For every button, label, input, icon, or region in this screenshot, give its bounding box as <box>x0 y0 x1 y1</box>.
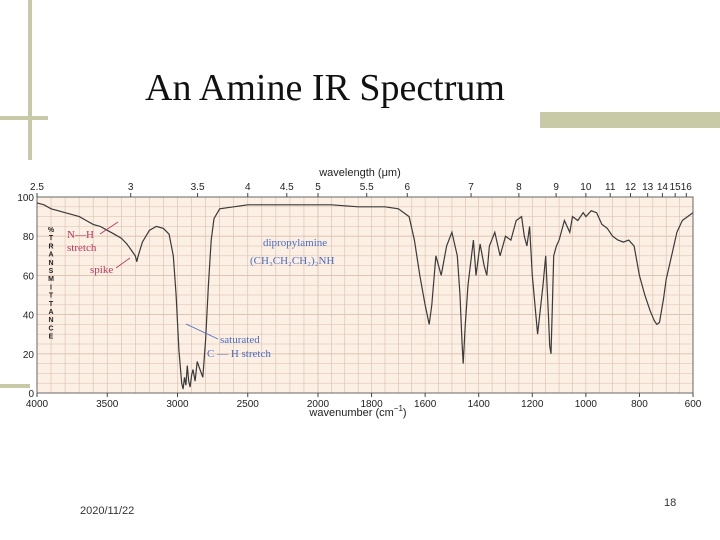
x-tick-label: 1200 <box>521 399 544 410</box>
y-tick-label: 20 <box>23 350 35 361</box>
y-axis-label-char: T <box>49 301 54 308</box>
y-tick-label: 60 <box>23 271 35 282</box>
top-tick-label: 14 <box>657 182 669 193</box>
spectrum-line <box>36 202 694 390</box>
top-tick-label: 10 <box>580 182 592 193</box>
x-tick-label: 1400 <box>468 399 491 410</box>
nh-stretch-label-line2: stretch <box>67 242 97 254</box>
y-axis-label-char: T <box>49 293 54 300</box>
x-tick-label: 2500 <box>237 399 260 410</box>
top-tick-label: 2.5 <box>30 182 44 193</box>
y-axis-label-char: % <box>48 227 55 234</box>
grid <box>36 196 694 394</box>
x-tick-label: 1800 <box>360 399 383 410</box>
x-axis-label: wavenumber (cm−1) <box>308 404 406 419</box>
y-tick-label: 80 <box>23 232 35 243</box>
y-axis-label-char: N <box>48 317 53 324</box>
nh-stretch-pointer <box>99 221 119 235</box>
x-tick-label: 600 <box>685 399 702 410</box>
ch-stretch-label-line1: saturated <box>220 334 260 346</box>
axis-ticks: 4000 3500 3000 2500 2000 1800 1600 1400 1200 1000… <box>17 182 701 410</box>
top-right-divider <box>540 112 720 128</box>
top-axis-label: wavelength (μm) <box>318 167 401 179</box>
top-tick-label: 6 <box>405 182 411 193</box>
top-tick-label: 4 <box>245 182 251 193</box>
x-tick-label: 4000 <box>26 399 49 410</box>
spike-pointer <box>115 257 131 269</box>
top-tick-label: 11 <box>605 182 616 193</box>
top-tick-label: 13 <box>642 182 654 193</box>
top-tick-label: 5.5 <box>360 182 374 193</box>
y-axis-label-char: R <box>48 243 53 250</box>
y-axis-label-char: S <box>49 268 54 275</box>
top-tick-label: 3.5 <box>191 182 205 193</box>
y-axis-label-char: A <box>48 252 53 259</box>
ch-stretch-pointer <box>185 323 219 340</box>
spike-label: spike <box>90 264 113 276</box>
top-tick-label: 12 <box>625 182 637 193</box>
y-axis-label-char: T <box>49 235 54 242</box>
y-axis-label-char: C <box>48 325 53 332</box>
nh-stretch-label-line1: N—H <box>67 229 94 241</box>
compound-formula-label: (CH₃CH₂CH₂)₂NH <box>250 255 334 267</box>
compound-name-label: dipropylamine <box>263 237 327 249</box>
left-lower-bar <box>0 384 30 388</box>
y-axis-label-char: M <box>48 276 54 283</box>
top-tick-label: 3 <box>128 182 134 193</box>
top-tick-label: 4.5 <box>280 182 294 193</box>
top-tick-label: 15 <box>670 182 682 193</box>
y-tick-label: 40 <box>23 311 35 322</box>
x-tick-label: 800 <box>631 399 648 410</box>
footer-date: 2020/11/22 <box>80 505 135 517</box>
y-axis-label-char: I <box>50 284 52 291</box>
x-tick-label: 3000 <box>166 399 189 410</box>
x-tick-label: 3500 <box>96 399 119 410</box>
top-tick-label: 16 <box>681 182 693 193</box>
left-vertical-bar <box>28 0 32 160</box>
x-tick-label: 1000 <box>575 399 598 410</box>
top-left-divider <box>0 116 48 120</box>
slide-number: 18 <box>664 497 677 509</box>
top-tick-label: 9 <box>553 182 559 193</box>
top-tick-label: 8 <box>516 182 522 193</box>
y-axis-label-char: A <box>48 309 53 316</box>
y-axis-label-char: N <box>48 260 53 267</box>
plot-frame <box>36 196 694 394</box>
y-tick-label: 100 <box>17 193 34 204</box>
top-tick-label: 5 <box>315 182 321 193</box>
x-tick-label: 2000 <box>307 399 330 410</box>
y-tick-label: 0 <box>28 389 34 400</box>
ch-stretch-label-line2: C — H stretch <box>207 348 271 360</box>
y-axis-label-char: E <box>49 334 54 341</box>
x-tick-label: 1600 <box>414 399 437 410</box>
slide-title: An Amine IR Spectrum <box>145 67 505 109</box>
top-tick-label: 7 <box>468 182 474 193</box>
